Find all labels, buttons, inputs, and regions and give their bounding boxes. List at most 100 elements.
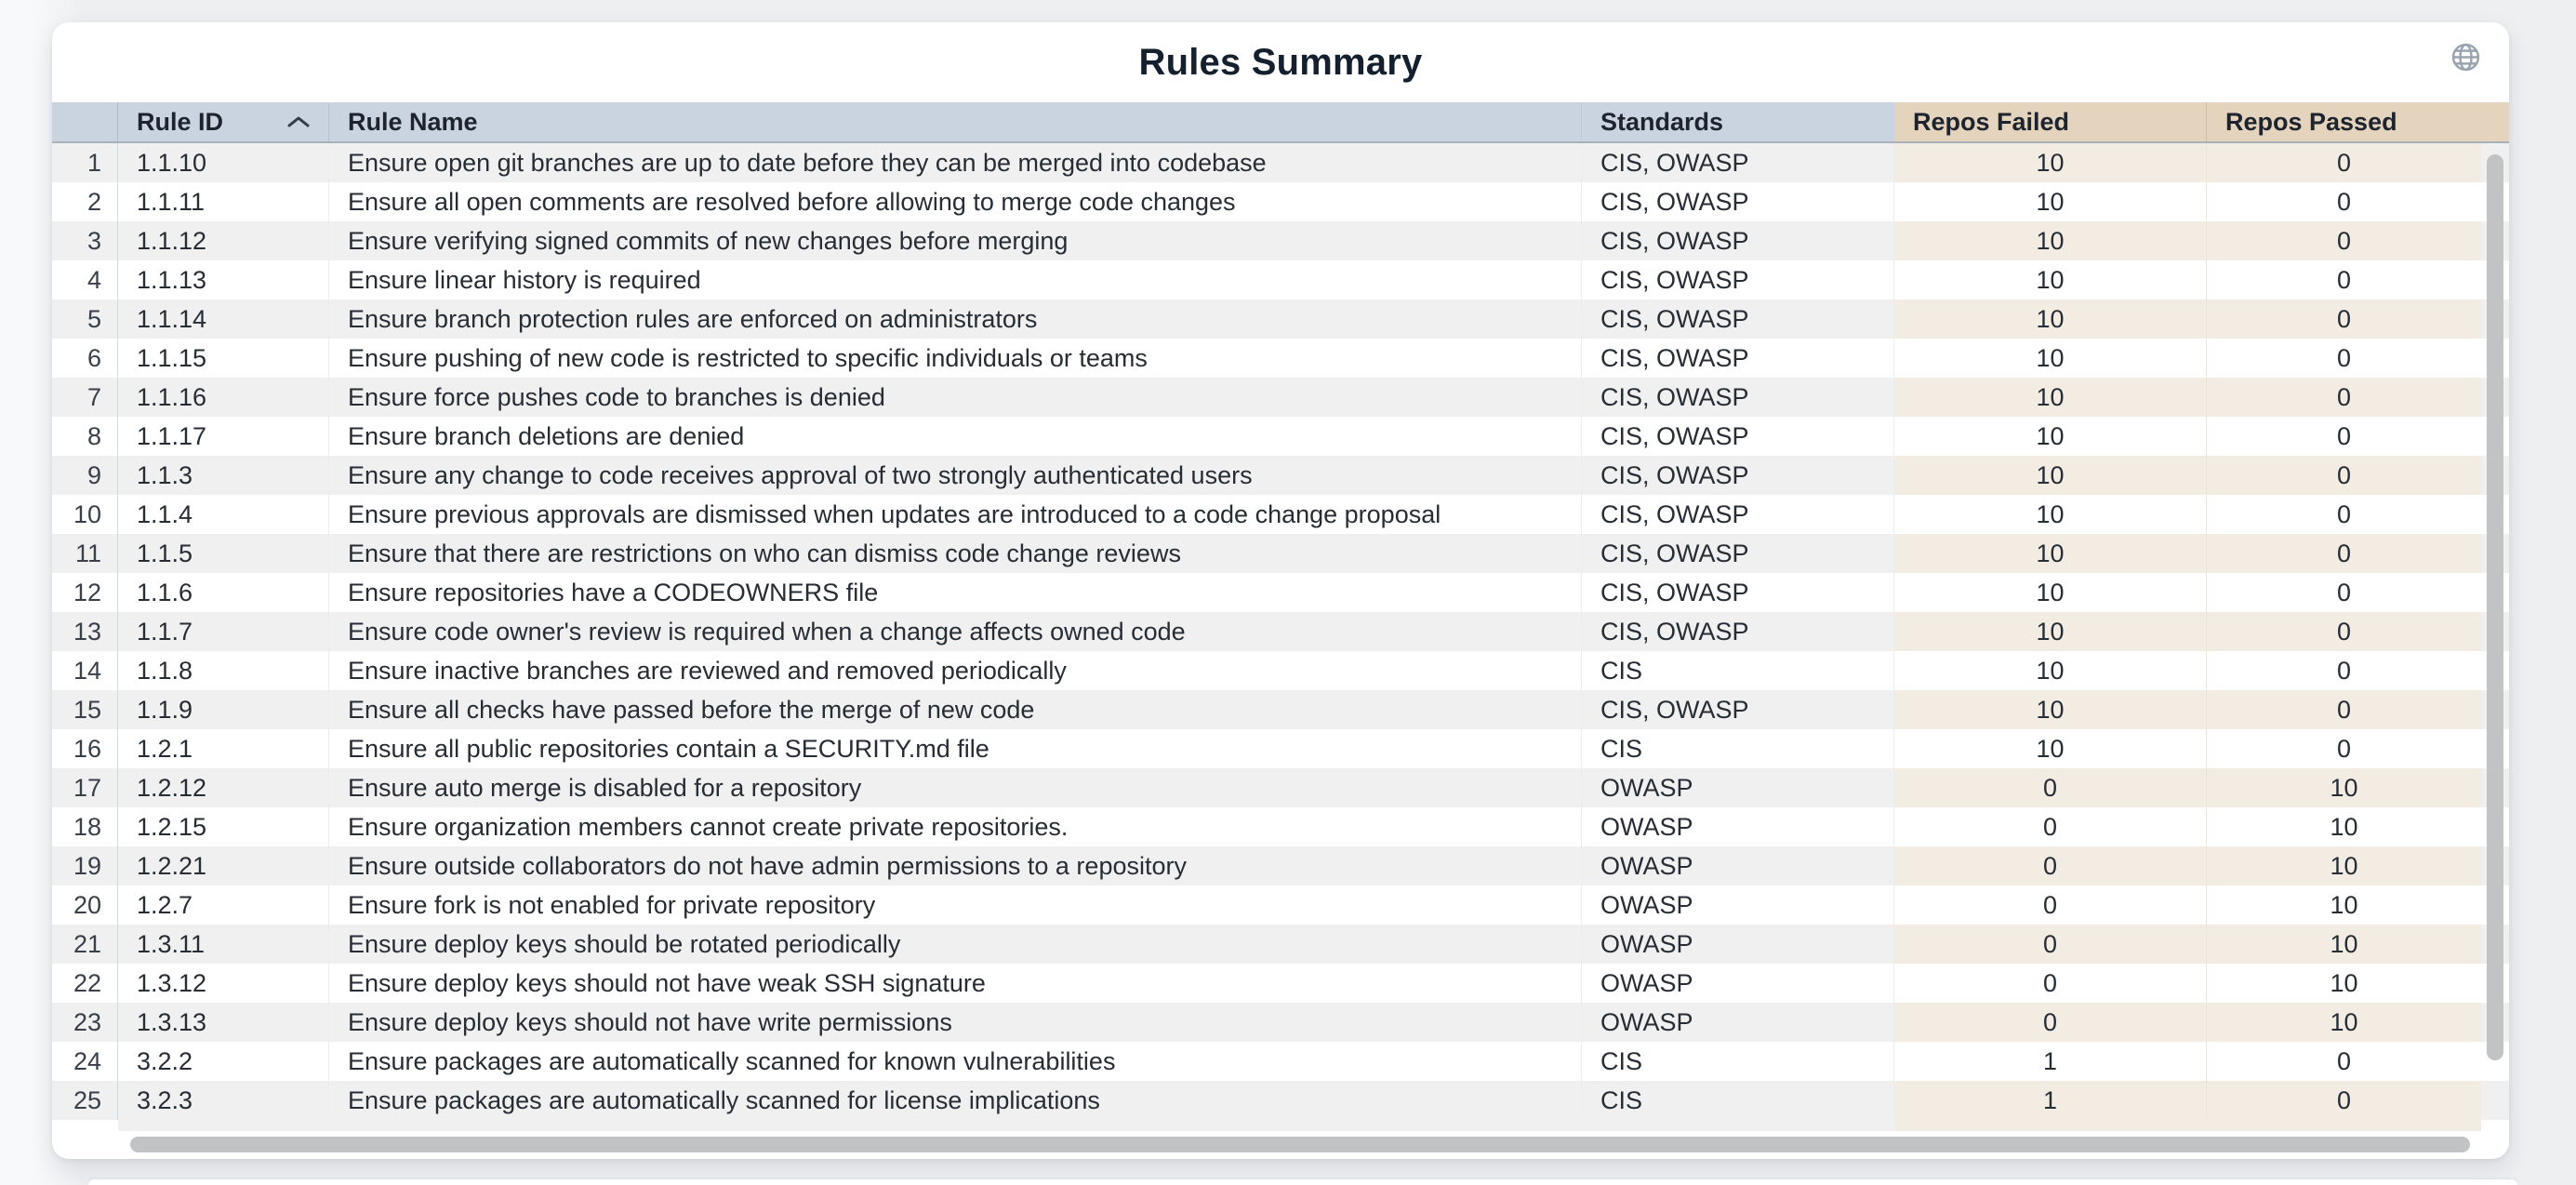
cell-repos-passed: 10: [2330, 890, 2358, 919]
cell-rule-id: 1.1.6: [118, 573, 329, 612]
cell-repos-passed: 0: [2207, 300, 2481, 339]
table-body: 1 1.1.10 Ensure open git branches are up…: [52, 143, 2509, 1120]
cell-repos-passed: 0: [2336, 656, 2352, 685]
table-row[interactable]: 16 1.2.1 Ensure all public repositories …: [52, 729, 2509, 768]
row-number: 14: [52, 651, 118, 690]
cell-rule-name: Ensure open git branches are up to date …: [329, 143, 1582, 182]
row-number: 4: [52, 260, 118, 300]
header-standards-label: Standards: [1600, 107, 1724, 136]
cell-rule-id: 1.2.12: [118, 768, 329, 807]
table-row[interactable]: 12 1.1.6 Ensure repositories have a CODE…: [52, 573, 2509, 612]
table-row[interactable]: 5 1.1.14 Ensure branch protection rules …: [52, 300, 2509, 339]
table-row[interactable]: 13 1.1.7 Ensure code owner's review is r…: [52, 612, 2509, 651]
cell-repos-failed: 10: [1894, 729, 2207, 768]
header-rule-name[interactable]: Rule Name: [329, 102, 1582, 141]
page-title: Rules Summary: [1138, 42, 1423, 83]
cell-repos-failed: 10: [1894, 612, 2207, 651]
next-card-edge: [88, 1179, 2517, 1185]
row-number: 18: [52, 807, 118, 846]
cell-repos-passed: 0: [2336, 265, 2352, 294]
table-row[interactable]: 4 1.1.13 Ensure linear history is requir…: [52, 260, 2509, 300]
table-row[interactable]: 15 1.1.9 Ensure all checks have passed b…: [52, 690, 2509, 729]
cell-standards: OWASP: [1582, 768, 1894, 807]
cell-rule-name: Ensure branch deletions are denied: [329, 417, 1582, 456]
table-row[interactable]: 10 1.1.4 Ensure previous approvals are d…: [52, 495, 2509, 534]
table-row[interactable]: 20 1.2.7 Ensure fork is not enabled for …: [52, 885, 2509, 925]
cell-repos-failed: 10: [1894, 690, 2207, 729]
header-standards[interactable]: Standards: [1582, 102, 1894, 141]
header-repos-passed[interactable]: Repos Passed: [2207, 102, 2481, 141]
row-number: 22: [52, 964, 118, 1003]
cell-repos-failed: 10: [1894, 221, 2207, 260]
cell-standards: CIS, OWASP: [1582, 143, 1894, 182]
cell-repos-passed: 0: [2207, 143, 2481, 182]
cell-standards: CIS, OWASP: [1582, 612, 1894, 651]
row-number: 8: [52, 417, 118, 456]
cell-rule-id: 1.3.12: [118, 964, 329, 1003]
row-number: 13: [52, 612, 118, 651]
cell-repos-passed: 0: [2336, 421, 2352, 450]
row-number: 12: [52, 573, 118, 612]
table-row[interactable]: 21 1.3.11 Ensure deploy keys should be r…: [52, 925, 2509, 964]
cell-rule-name: Ensure any change to code receives appro…: [329, 456, 1582, 495]
table-row[interactable]: 22 1.3.12 Ensure deploy keys should not …: [52, 964, 2509, 1003]
table-row[interactable]: 1 1.1.10 Ensure open git branches are up…: [52, 143, 2509, 182]
cell-repos-failed: 10: [1894, 456, 2207, 495]
rules-summary-card: Rules Summary Rule ID Rule Name: [52, 22, 2509, 1159]
cell-standards: CIS: [1582, 1081, 1894, 1120]
table-row[interactable]: 25 3.2.3 Ensure packages are automatical…: [52, 1081, 2509, 1120]
cell-standards: OWASP: [1582, 925, 1894, 964]
table-row[interactable]: 11 1.1.5 Ensure that there are restricti…: [52, 534, 2509, 573]
table-row[interactable]: 3 1.1.12 Ensure verifying signed commits…: [52, 221, 2509, 260]
cell-rule-name: Ensure all checks have passed before the…: [329, 690, 1582, 729]
table-row[interactable]: 14 1.1.8 Ensure inactive branches are re…: [52, 651, 2509, 690]
cell-rule-name: Ensure linear history is required: [329, 260, 1582, 300]
cell-rule-id: 1.3.13: [118, 1003, 329, 1042]
cell-rule-name: Ensure packages are automatically scanne…: [329, 1081, 1582, 1120]
cell-standards: CIS, OWASP: [1582, 456, 1894, 495]
cell-standards: CIS, OWASP: [1582, 378, 1894, 417]
cell-rule-name: Ensure deploy keys should not have write…: [329, 1003, 1582, 1042]
table-row[interactable]: 2 1.1.11 Ensure all open comments are re…: [52, 182, 2509, 221]
horizontal-scrollbar[interactable]: [130, 1137, 2470, 1152]
cell-repos-failed: 0: [1894, 768, 2207, 807]
cell-standards: CIS, OWASP: [1582, 534, 1894, 573]
table-row[interactable]: 7 1.1.16 Ensure force pushes code to bra…: [52, 378, 2509, 417]
row-number: 9: [52, 456, 118, 495]
table-row[interactable]: 17 1.2.12 Ensure auto merge is disabled …: [52, 768, 2509, 807]
cell-rule-name: Ensure auto merge is disabled for a repo…: [329, 768, 1582, 807]
cell-repos-passed: 10: [2207, 846, 2481, 885]
cell-rule-id: 1.1.16: [118, 378, 329, 417]
table-row[interactable]: 18 1.2.15 Ensure organization members ca…: [52, 807, 2509, 846]
row-number: 21: [52, 925, 118, 964]
header-rule-id[interactable]: Rule ID: [118, 102, 329, 141]
table-row[interactable]: 6 1.1.15 Ensure pushing of new code is r…: [52, 339, 2509, 378]
row-number: 10: [52, 495, 118, 534]
cell-rule-id: 1.1.7: [118, 612, 329, 651]
cell-rule-id: 1.1.8: [118, 651, 329, 690]
header-repos-failed-label: Repos Failed: [1913, 107, 2070, 136]
cell-repos-passed: 0: [2336, 499, 2352, 528]
cell-rule-name: Ensure organization members cannot creat…: [329, 807, 1582, 846]
table-row[interactable]: 23 1.3.13 Ensure deploy keys should not …: [52, 1003, 2509, 1042]
row-number: 16: [52, 729, 118, 768]
row-number: 2: [52, 182, 118, 221]
cell-repos-failed: 10: [1894, 143, 2207, 182]
row-number: 25: [52, 1081, 118, 1120]
table-row[interactable]: 9 1.1.3 Ensure any change to code receiv…: [52, 456, 2509, 495]
vertical-scrollbar[interactable]: [2487, 154, 2503, 1060]
cell-repos-passed: 0: [2207, 378, 2481, 417]
header-repos-failed[interactable]: Repos Failed: [1894, 102, 2207, 141]
cell-rule-id: 1.1.11: [118, 182, 329, 221]
cell-rule-name: Ensure previous approvals are dismissed …: [329, 495, 1582, 534]
table-row[interactable]: 19 1.2.21 Ensure outside collaborators d…: [52, 846, 2509, 885]
table-row[interactable]: 24 3.2.2 Ensure packages are automatical…: [52, 1042, 2509, 1081]
cell-rule-name: Ensure all public repositories contain a…: [329, 729, 1582, 768]
cell-repos-passed: 10: [2207, 1003, 2481, 1042]
cell-standards: OWASP: [1582, 885, 1894, 925]
table-row[interactable]: 8 1.1.17 Ensure branch deletions are den…: [52, 417, 2509, 456]
cell-standards: CIS, OWASP: [1582, 495, 1894, 534]
cell-repos-passed: 0: [2207, 1081, 2481, 1120]
globe-button[interactable]: [2448, 39, 2483, 74]
cell-repos-failed: 10: [1894, 651, 2207, 690]
